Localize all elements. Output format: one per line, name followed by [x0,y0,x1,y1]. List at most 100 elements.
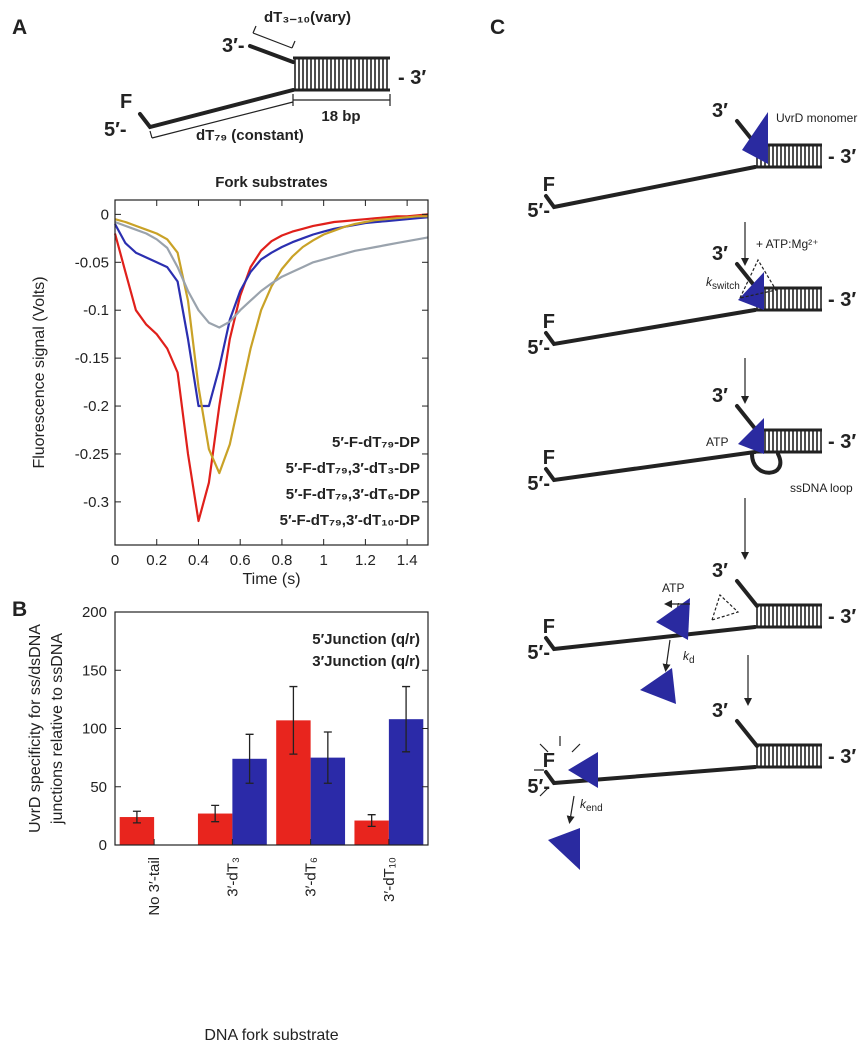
atp-label: ATP [662,581,684,595]
y-tick-label: -0.2 [83,398,109,415]
y-tick-label: 0 [101,206,109,223]
plot-frame [114,199,429,546]
uvrd-monomer [738,418,764,454]
strand-label: 3′ [712,385,728,407]
strand-label: 3′ [712,100,728,122]
y-axis-label: junctions relative to ssDNA [49,633,66,826]
error-bar [323,731,332,784]
uvrd-monomer [738,272,764,310]
fluorescence-burst [534,736,581,797]
strand [735,719,759,748]
loop-label: ssDNA loop [790,481,853,495]
duplex [755,603,822,629]
strand-label: - 3′ [828,146,856,168]
conformation [711,593,740,621]
strand [544,450,757,483]
x-tick-label: 0.8 [272,552,293,569]
y-tick-label: 0 [99,837,107,854]
uvrd-monomer [640,668,676,704]
strand-label: 5′- [527,337,550,359]
y-axis-label: Fluorescence signal (Volts) [31,276,48,468]
y-tick-label: 100 [82,721,107,738]
x-tick-label: 0.6 [230,552,251,569]
bracket [252,25,296,49]
fork-diagram: 3′- dT₃₋₁₀(vary) F 5′- dT₇₉ (constant) 1… [104,9,426,144]
rate-symbol: k [706,275,713,289]
fluorophore-label: F [543,311,555,333]
strand-label: 3′ [712,243,728,265]
rate-label: kswitch [706,275,740,292]
x-tick-label: 1 [319,552,327,569]
strand-label: - 3′ [828,746,856,768]
x-tick-label: 0.4 [188,552,209,569]
fluorophore-label: F [120,91,132,113]
strand [138,88,295,130]
error-bar [245,733,254,784]
uvrd-monomer [742,112,768,164]
x-axis-label: Time (s) [242,571,300,588]
strand-label: 5′- [527,473,550,495]
error-bar [211,804,220,823]
strand-label: - 3′ [828,289,856,311]
legend-entry: 5′-F-dT₇₉,3′-dT₁₀-DP [280,512,420,529]
y-axis-label: UvrD specificity for ss/dsDNA [27,624,44,833]
strand-label: - 3′ [828,431,856,453]
duplex [755,743,822,769]
rate-subscript: d [689,655,695,666]
data-line [114,215,428,475]
x-axis-label: DNA fork substrate [204,1027,338,1044]
length-label: dT₇₉ (constant) [196,127,304,144]
legend-entry: 5′-F-dT₇₉-DP [332,434,420,451]
mechanism-diagram: UvrD monomer + ATP:Mg²⁺ kswitch ATP ssDN… [527,100,857,870]
strand-label: 3′- [222,35,245,57]
strand [544,765,757,786]
error-bar [289,685,298,755]
arrow [662,639,671,672]
strand-label: 3′ [712,560,728,582]
strand [735,404,759,433]
error-bar [402,685,411,753]
legend-entry: 3′Junction (q/r) [312,653,420,670]
chart-title: Fork substrates [215,174,328,191]
x-tick-label: 3′-dT₁₀ [381,857,398,902]
strand-label: 5′- [527,776,550,798]
duplex [755,286,822,312]
strand [735,579,759,608]
data-line [113,213,429,523]
rate-label: kd [683,649,695,666]
x-tick-label: 1.4 [397,552,418,569]
fluorophore-label: F [543,750,555,772]
condition-label: + ATP:Mg²⁺ [756,237,818,251]
rate-label: kend [580,797,603,814]
legend-entry: 5′-F-dT₇₉,3′-dT₆-DP [286,486,420,503]
fluorophore-label: F [543,447,555,469]
strand-label: - 3′ [828,606,856,628]
bracket [292,94,391,106]
rate-subscript: end [586,803,603,814]
rate-symbol: k [683,649,690,663]
uvrd-monomer [568,752,598,788]
y-tick-label: 150 [82,662,107,679]
rate-symbol: k [580,797,587,811]
panel-label: A [12,16,27,39]
data-line [114,220,429,329]
legend-entry: 5′Junction (q/r) [312,631,420,648]
strand-label: 5′- [104,119,127,141]
x-tick-label: 3′-dT₃ [224,857,241,897]
bar-chart: 0 50 100 150 200 No 3′-tail 3′-dT₃ 3′-dT₆ 3′-dT₁… [27,604,429,1044]
fluorophore-label: F [543,616,555,638]
y-tick-label: -0.3 [83,494,109,511]
panel-label: C [490,16,505,39]
strand-label: 5′- [527,200,550,222]
x-tick-label: 1.2 [355,552,376,569]
duplex [293,56,390,92]
y-tick-label: -0.15 [75,350,109,367]
y-tick-label: -0.1 [83,302,109,319]
y-tick-label: -0.25 [75,446,109,463]
data-line [114,216,429,408]
x-tick-label: No 3′-tail [146,857,163,916]
length-label: dT₃₋₁₀(vary) [264,9,351,26]
y-tick-label: 50 [90,779,107,796]
